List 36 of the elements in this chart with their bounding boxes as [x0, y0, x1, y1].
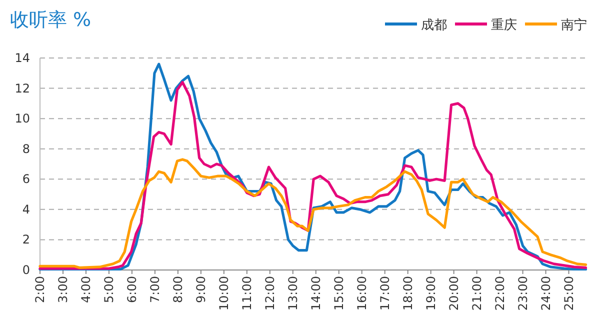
- x-tick-label: 9:00: [194, 276, 208, 303]
- x-tick-label: 3:00: [56, 276, 70, 303]
- x-tick-label: 13:00: [286, 276, 300, 311]
- x-tick-label: 6:00: [124, 276, 139, 303]
- x-tick-label: 7:00: [148, 276, 162, 303]
- x-tick-label: 18:00: [400, 276, 415, 311]
- x-tick-label: 10:00: [216, 276, 231, 311]
- x-tick-label: 22:00: [492, 276, 507, 311]
- x-tick-label: 17:00: [378, 276, 392, 311]
- chart-title: 收听率 %: [10, 9, 92, 31]
- x-tick-label: 23:00: [516, 276, 530, 311]
- x-tick-label: 20:00: [446, 276, 461, 311]
- y-tick-label: 12: [14, 81, 30, 96]
- x-tick-label: 5:00: [102, 276, 116, 303]
- x-tick-label: 11:00: [240, 276, 254, 311]
- x-tick-label: 14:00: [308, 276, 323, 311]
- y-tick-label: 4: [22, 202, 30, 216]
- x-tick-label: 4:00: [78, 276, 93, 303]
- legend-label: 成都: [421, 18, 447, 33]
- x-tick-label: 24:00: [538, 276, 553, 311]
- x-tick-label: 8:00: [170, 276, 185, 303]
- x-tick-label: 16:00: [354, 276, 369, 311]
- x-tick-label: 12:00: [262, 276, 277, 311]
- x-tick-label: 2:00: [33, 276, 47, 303]
- x-tick-label: 25:00: [562, 276, 576, 311]
- y-tick-label: 8: [22, 142, 30, 156]
- x-tick-label: 19:00: [424, 276, 438, 311]
- y-tick-label: 6: [22, 172, 30, 186]
- x-tick-label: 21:00: [470, 276, 484, 311]
- legend-label: 重庆: [491, 18, 517, 33]
- y-tick-label: 10: [14, 112, 30, 126]
- x-tick-label: 15:00: [332, 276, 346, 311]
- y-tick-label: 0: [22, 263, 30, 277]
- legend-label: 南宁: [561, 17, 587, 33]
- y-tick-label: 14: [14, 51, 30, 65]
- y-tick-label: 2: [22, 232, 30, 247]
